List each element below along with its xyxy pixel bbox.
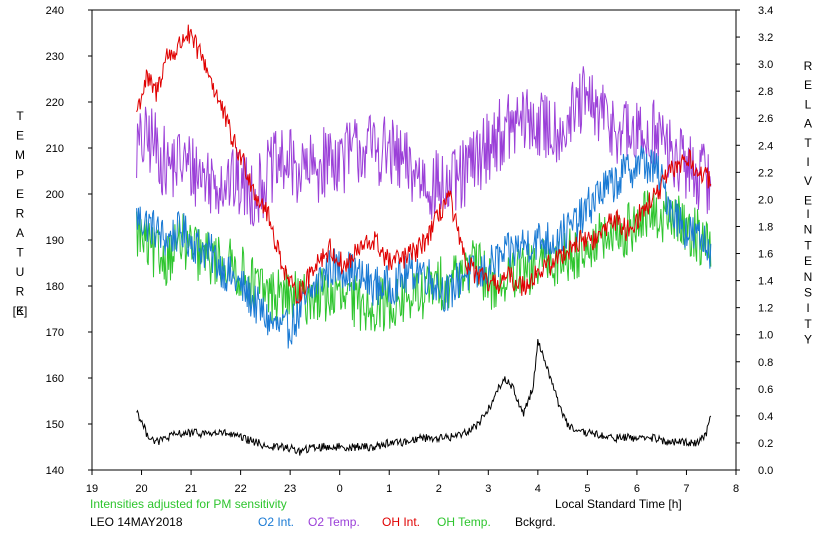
right-tick-label: 2.0 bbox=[758, 194, 773, 206]
series-o2-int-line bbox=[136, 145, 712, 349]
right-tick-label: 3.2 bbox=[758, 32, 773, 44]
x-axis-title: Local Standard Time [h] bbox=[555, 497, 682, 511]
left-label-letter: E bbox=[16, 304, 24, 318]
right-tick-label: 2.4 bbox=[758, 140, 773, 152]
right-label-letter: L bbox=[805, 97, 812, 111]
x-tick-label: 0 bbox=[337, 483, 343, 495]
left-tick-label: 180 bbox=[46, 281, 64, 293]
x-tick-label: 22 bbox=[234, 483, 246, 495]
series-bckgrd-line bbox=[136, 339, 712, 456]
right-label-letter: A bbox=[804, 117, 812, 131]
right-tick-label: 2.8 bbox=[758, 86, 773, 98]
left-tick-label: 230 bbox=[46, 51, 64, 63]
left-label-letter: R bbox=[16, 207, 25, 221]
x-tick-label: 7 bbox=[683, 483, 689, 495]
left-label-letter: E bbox=[16, 187, 24, 201]
right-label-letter: S bbox=[804, 286, 812, 300]
right-label-letter: E bbox=[804, 78, 812, 92]
x-axis-ticks: 19 20 21 22 23 0 1 2 3 4 5 6 7 8 bbox=[86, 470, 739, 495]
right-tick-label: 0.0 bbox=[758, 465, 773, 477]
right-tick-label: 3.0 bbox=[758, 59, 773, 71]
left-axis-unit: [K] bbox=[13, 304, 28, 318]
right-label-letter: N bbox=[804, 223, 813, 237]
station-date: LEO 14MAY2018 bbox=[90, 515, 183, 529]
right-tick-label: 2.2 bbox=[758, 167, 773, 179]
left-tick-label: 200 bbox=[46, 189, 64, 201]
right-label-letter: E bbox=[804, 193, 812, 207]
left-tick-label: 150 bbox=[46, 419, 64, 431]
left-tick-label: 240 bbox=[46, 5, 64, 17]
right-label-letter: T bbox=[804, 317, 812, 331]
x-tick-label: 2 bbox=[436, 483, 442, 495]
right-tick-label: 3.4 bbox=[758, 5, 773, 17]
right-label-letter: T bbox=[804, 136, 812, 150]
right-label-letter: Y bbox=[804, 333, 812, 347]
right-tick-label: 1.4 bbox=[758, 276, 773, 288]
left-tick-label: 160 bbox=[46, 373, 64, 385]
footer: Intensities adjusted for PM sensitivity … bbox=[90, 497, 682, 529]
x-tick-label: 20 bbox=[135, 483, 147, 495]
x-tick-label: 6 bbox=[634, 483, 640, 495]
x-tick-label: 1 bbox=[386, 483, 392, 495]
right-tick-label: 0.8 bbox=[758, 357, 773, 369]
right-tick-label: 0.2 bbox=[758, 438, 773, 450]
sensitivity-note: Intensities adjusted for PM sensitivity bbox=[90, 497, 287, 511]
right-tick-label: 0.4 bbox=[758, 411, 773, 423]
right-label-letter: N bbox=[804, 270, 813, 284]
left-label-letter: A bbox=[16, 226, 24, 240]
x-tick-label: 23 bbox=[284, 483, 296, 495]
legend-o2-int: O2 Int. bbox=[258, 515, 294, 529]
series-o2-temp-line bbox=[136, 66, 712, 227]
left-label-letter: R bbox=[16, 285, 25, 299]
left-tick-label: 190 bbox=[46, 235, 64, 247]
left-axis-ticks: 140 150 160 170 180 190 200 210 220 230 240 bbox=[46, 5, 92, 477]
right-label-letter: T bbox=[804, 238, 812, 252]
left-tick-label: 210 bbox=[46, 143, 64, 155]
legend-oh-int: OH Int. bbox=[382, 515, 420, 529]
right-label-letter: I bbox=[806, 301, 809, 315]
x-tick-label: 4 bbox=[535, 483, 541, 495]
left-label-letter: U bbox=[16, 265, 25, 279]
legend-oh-temp: OH Temp. bbox=[437, 515, 491, 529]
left-label-letter: T bbox=[16, 246, 24, 260]
x-tick-label: 19 bbox=[86, 483, 98, 495]
series-oh-int-line bbox=[136, 24, 712, 304]
left-tick-label: 140 bbox=[46, 465, 64, 477]
left-label-letter: T bbox=[16, 109, 24, 123]
legend-o2-temp: O2 Temp. bbox=[308, 515, 360, 529]
x-tick-label: 5 bbox=[584, 483, 590, 495]
x-tick-label: 3 bbox=[485, 483, 491, 495]
legend-background: Bckgrd. bbox=[515, 515, 556, 529]
left-tick-label: 170 bbox=[46, 327, 64, 339]
left-label-letter: E bbox=[16, 129, 24, 143]
right-tick-label: 2.6 bbox=[758, 113, 773, 125]
right-tick-label: 1.6 bbox=[758, 249, 773, 261]
right-axis-ticks: 0.0 0.2 0.4 0.6 0.8 1.0 1.2 1.4 1.6 1.8 2.0 2.2 2.4 2… bbox=[736, 5, 773, 477]
series-lines bbox=[136, 24, 712, 456]
x-tick-label: 8 bbox=[733, 483, 739, 495]
right-tick-label: 1.2 bbox=[758, 303, 773, 315]
left-label-letter: M bbox=[15, 148, 25, 162]
right-label-letter: V bbox=[804, 174, 812, 188]
right-label-letter: R bbox=[804, 59, 813, 73]
left-tick-label: 220 bbox=[46, 97, 64, 109]
series-oh-temp-line bbox=[136, 190, 712, 332]
right-label-letter: I bbox=[806, 207, 809, 221]
x-tick-label: 21 bbox=[185, 483, 197, 495]
left-label-letter: P bbox=[16, 168, 24, 182]
right-tick-label: 1.8 bbox=[758, 221, 773, 233]
right-label-letter: I bbox=[806, 155, 809, 169]
right-tick-label: 1.0 bbox=[758, 330, 773, 342]
right-tick-label: 0.6 bbox=[758, 384, 773, 396]
right-label-letter: E bbox=[804, 254, 812, 268]
